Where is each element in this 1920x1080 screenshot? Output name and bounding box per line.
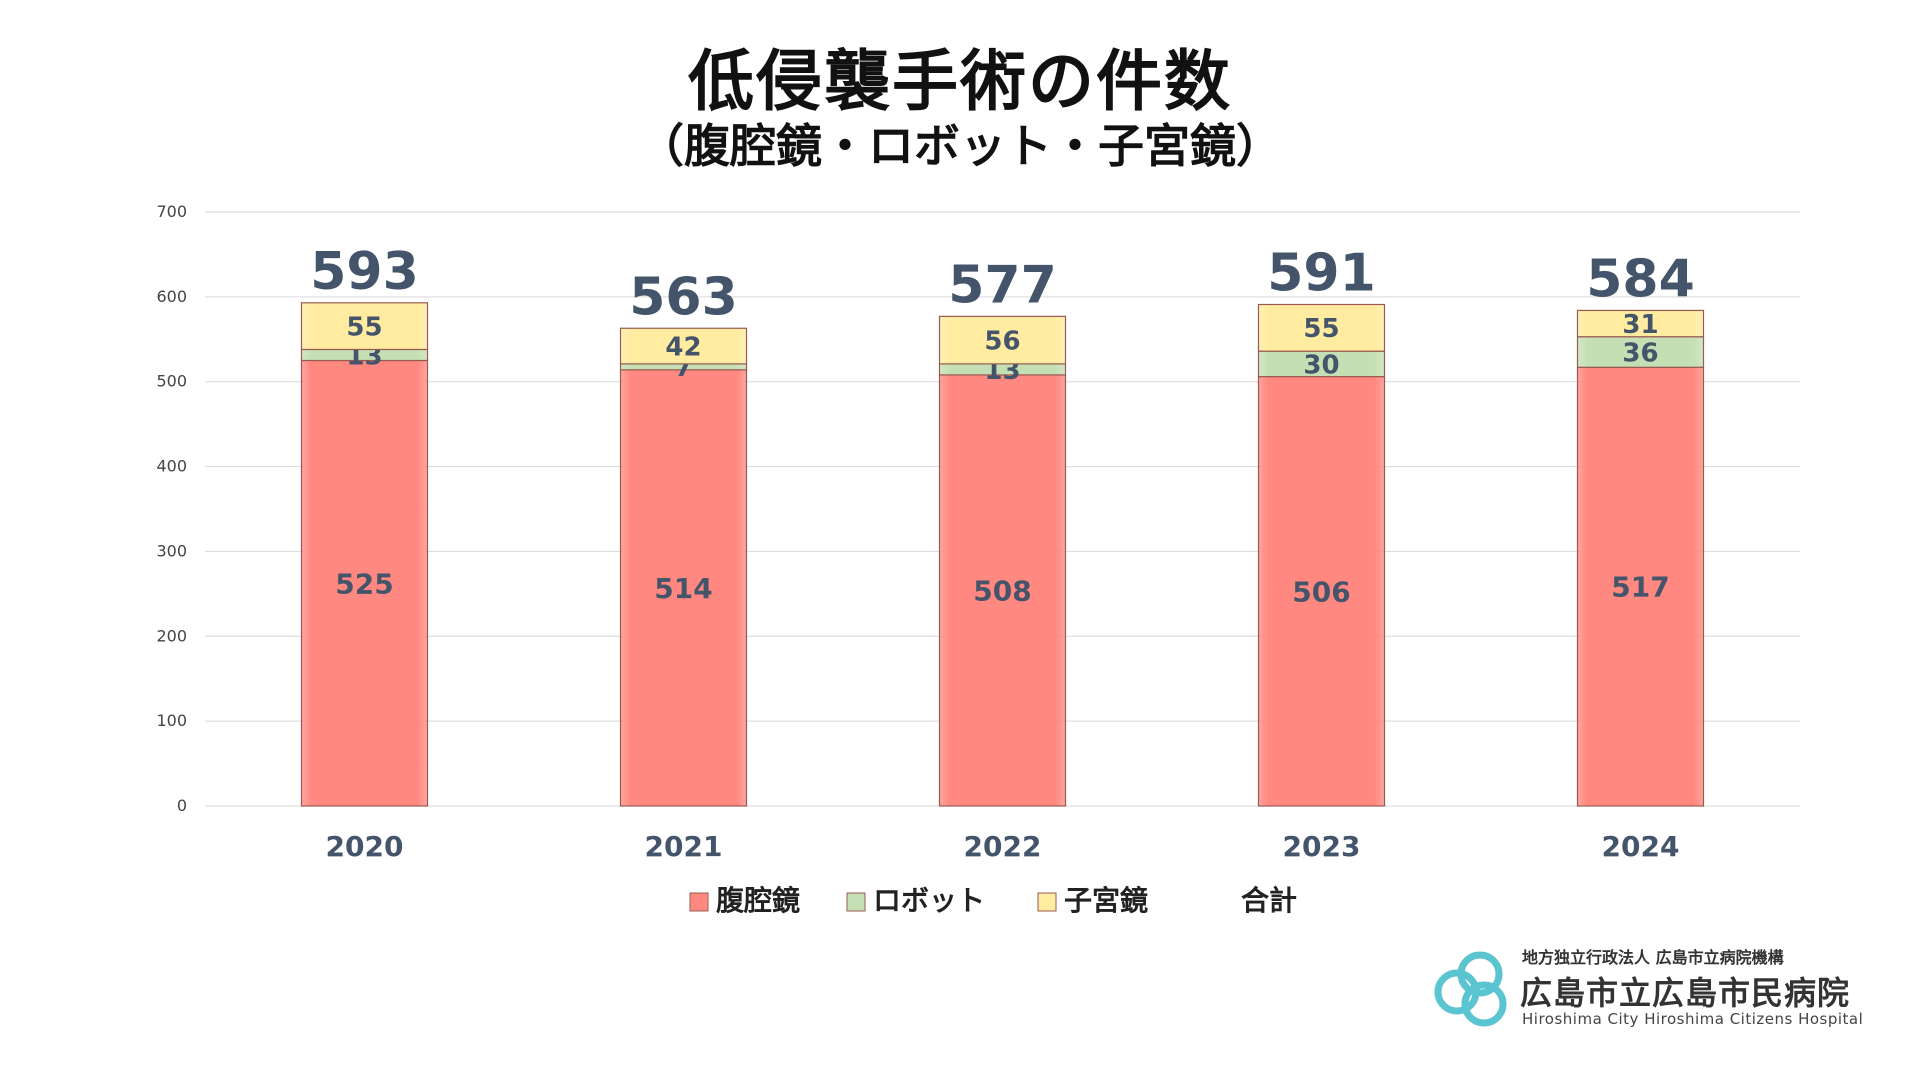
x-tick-label: 2022	[964, 830, 1042, 863]
bar-segment	[1576, 366, 1705, 807]
bar-segment	[938, 374, 1067, 807]
data-label: 506	[1292, 575, 1350, 608]
data-label: 525	[335, 567, 393, 600]
y-tick-label: 300	[156, 541, 187, 560]
y-tick-label: 100	[156, 711, 187, 730]
total-label: 577	[948, 255, 1057, 315]
legend-label: 合計	[1241, 884, 1297, 917]
y-tick-label: 0	[177, 796, 187, 815]
legend-label: 腹腔鏡	[716, 884, 800, 917]
legend-swatch	[689, 892, 709, 912]
legend-label: 子宮鏡	[1064, 884, 1148, 917]
bar-segment	[300, 359, 429, 807]
legend-label: ロボット	[873, 884, 985, 917]
bar-segment	[1257, 376, 1386, 807]
logo-english-name: Hiroshima City Hiroshima Citizens Hospit…	[1522, 1010, 1864, 1028]
bar-segment	[938, 315, 1067, 365]
data-label: 36	[1622, 338, 1658, 368]
x-tick-label: 2023	[1283, 830, 1361, 863]
y-tick-label: 600	[156, 287, 187, 306]
legend-swatch	[1037, 892, 1057, 912]
x-tick-label: 2020	[326, 830, 404, 863]
y-tick-label: 700	[156, 202, 187, 221]
data-label: 31	[1622, 310, 1658, 340]
data-label: 30	[1303, 350, 1339, 380]
y-tick-label: 200	[156, 626, 187, 645]
logo-hospital-name: 広島市立広島市民病院	[1520, 974, 1851, 1012]
y-tick-label: 500	[156, 372, 187, 391]
logo-organization-text: 地方独立行政法人 広島市立病院機構	[1522, 948, 1784, 967]
logo-circles	[1434, 951, 1507, 1027]
data-label: 56	[984, 326, 1020, 356]
data-label: 508	[973, 575, 1031, 608]
hospital-logo: 地方独立行政法人 広島市立病院機構 広島市立広島市民病院 Hiroshima C…	[1430, 944, 1890, 1044]
bar-segment	[1257, 303, 1386, 352]
x-tick-label: 2021	[645, 830, 723, 863]
data-label: 517	[1611, 571, 1669, 604]
total-label: 593	[310, 242, 419, 302]
data-label: 42	[665, 332, 701, 362]
chart-subtitle: （腹腔鏡・ロボット・子宮鏡）	[638, 119, 1282, 173]
bar-segment	[1257, 350, 1386, 378]
chart-title: 低侵襲手術の件数	[688, 43, 1232, 120]
data-label: 55	[1303, 314, 1339, 344]
bar-segment	[1576, 309, 1705, 338]
hospital-logo-mark-icon	[1434, 951, 1507, 1027]
bar-segment	[619, 369, 748, 807]
data-label: 55	[346, 312, 382, 342]
stacked-bar-chart: 0100200300400500600700525135559320205147…	[156, 202, 1800, 917]
legend-swatch	[846, 892, 866, 912]
x-tick-label: 2024	[1602, 830, 1680, 863]
total-label: 584	[1586, 249, 1695, 309]
bar-segment	[619, 327, 748, 365]
data-label: 514	[654, 572, 712, 605]
bar-segment	[300, 302, 429, 351]
total-label: 591	[1267, 243, 1376, 303]
y-tick-label: 400	[156, 457, 187, 476]
total-label: 563	[629, 267, 738, 327]
bar-segment	[1576, 336, 1705, 368]
